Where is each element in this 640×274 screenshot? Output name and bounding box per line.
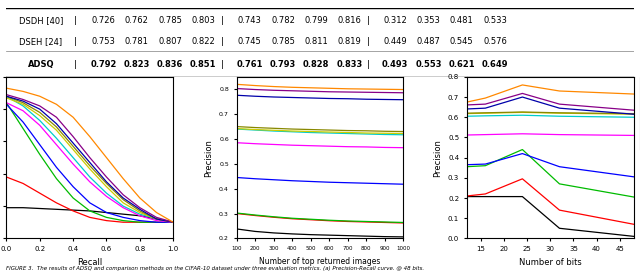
Text: 0.781: 0.781 (125, 37, 148, 46)
X-axis label: Recall: Recall (77, 258, 102, 267)
Text: 0.726: 0.726 (92, 16, 116, 25)
Text: |: | (367, 60, 371, 69)
Text: 0.785: 0.785 (158, 16, 182, 25)
Text: 0.851: 0.851 (190, 60, 216, 69)
Text: 0.353: 0.353 (417, 16, 440, 25)
Text: 0.799: 0.799 (305, 16, 328, 25)
Text: 0.753: 0.753 (92, 37, 116, 46)
Text: 0.762: 0.762 (125, 16, 148, 25)
Text: 0.745: 0.745 (238, 37, 262, 46)
Text: 0.553: 0.553 (415, 60, 442, 69)
Text: 0.836: 0.836 (157, 60, 183, 69)
Y-axis label: Precision: Precision (433, 139, 442, 176)
Text: 0.621: 0.621 (449, 60, 475, 69)
Text: 0.803: 0.803 (191, 16, 215, 25)
Text: 0.823: 0.823 (124, 60, 150, 69)
X-axis label: Number of bits: Number of bits (519, 258, 582, 267)
Text: 0.807: 0.807 (158, 37, 182, 46)
Text: DSEH [24]: DSEH [24] (19, 37, 63, 46)
Text: DSDH [40]: DSDH [40] (19, 16, 63, 25)
X-axis label: Number of top returned images: Number of top returned images (259, 256, 381, 266)
Text: |: | (221, 60, 224, 69)
Text: |: | (74, 37, 77, 46)
Text: FIGURE 3.  The results of ADSQ and comparison methods on the CIFAR-10 dataset un: FIGURE 3. The results of ADSQ and compar… (6, 266, 424, 271)
Text: 0.816: 0.816 (337, 16, 362, 25)
Text: 0.481: 0.481 (450, 16, 474, 25)
Text: 0.576: 0.576 (483, 37, 507, 46)
Text: 0.449: 0.449 (383, 37, 407, 46)
Text: ADSQ: ADSQ (28, 60, 54, 69)
Text: 0.545: 0.545 (450, 37, 474, 46)
Text: 0.649: 0.649 (482, 60, 508, 69)
Text: |: | (221, 37, 224, 46)
Text: 0.811: 0.811 (305, 37, 328, 46)
Text: 0.533: 0.533 (483, 16, 507, 25)
Y-axis label: Precision: Precision (205, 139, 214, 176)
Text: |: | (367, 16, 371, 25)
Text: 0.761: 0.761 (237, 60, 263, 69)
Text: |: | (74, 60, 77, 69)
Text: 0.828: 0.828 (303, 60, 330, 69)
Text: 0.822: 0.822 (191, 37, 215, 46)
Text: |: | (221, 16, 224, 25)
Text: 0.782: 0.782 (271, 16, 295, 25)
Text: 0.785: 0.785 (271, 37, 295, 46)
Text: |: | (74, 16, 77, 25)
Text: 0.793: 0.793 (270, 60, 296, 69)
Text: 0.312: 0.312 (383, 16, 407, 25)
Text: 0.493: 0.493 (382, 60, 408, 69)
Text: 0.743: 0.743 (238, 16, 262, 25)
Text: 0.487: 0.487 (417, 37, 440, 46)
Text: 0.819: 0.819 (338, 37, 362, 46)
Text: |: | (367, 37, 371, 46)
Text: 0.792: 0.792 (90, 60, 117, 69)
Text: 0.833: 0.833 (337, 60, 363, 69)
